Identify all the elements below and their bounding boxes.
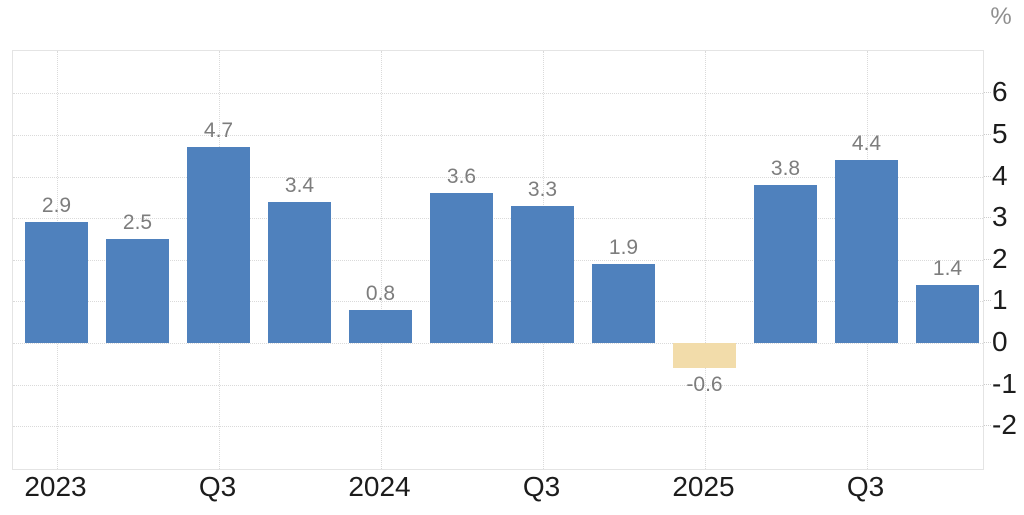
horizontal-gridline — [13, 93, 983, 95]
horizontal-gridline — [13, 343, 983, 344]
bar-2024-Q4[interactable] — [592, 263, 655, 343]
bar-2025-Q2[interactable] — [754, 184, 817, 343]
y-axis-tick-label: 5 — [992, 118, 1008, 149]
bar-value-label: 3.4 — [284, 173, 315, 197]
y-axis-tick-label: 2 — [992, 242, 1008, 274]
horizontal-gridline — [13, 301, 983, 303]
bar-value-label: 1.4 — [932, 256, 963, 280]
x-axis-tick-label: 2024 — [348, 471, 411, 502]
y-axis-tick — [984, 92, 991, 94]
x-axis-tick-label: Q3 — [522, 471, 561, 502]
bar-2023-Q3[interactable] — [187, 147, 250, 343]
y-axis-tick — [984, 217, 991, 219]
bar-value-label: 1.9 — [608, 235, 639, 259]
y-axis-tick — [984, 383, 991, 385]
bar-value-label: 0.8 — [365, 281, 396, 305]
bar-2024-Q3[interactable] — [511, 205, 574, 343]
bar-2024-Q1[interactable] — [349, 309, 412, 343]
bar-value-label: 3.8 — [770, 156, 801, 180]
x-axis-tick-label: Q3 — [198, 471, 237, 502]
bar-value-label: 2.9 — [41, 194, 72, 218]
bar-value-label: 3.6 — [446, 165, 477, 189]
y-axis-tick-label: -2 — [992, 409, 1017, 441]
y-axis-tick — [984, 258, 991, 260]
horizontal-gridline — [13, 218, 983, 220]
bar-value-label: 4.7 — [203, 119, 234, 143]
y-axis-tick-label: 1 — [992, 284, 1008, 316]
plot-area: 2.9 2.5 4.7 3.4 0.8 3.6 3.3 1.9 -0.6 3.8 4.4 1.4 — [12, 50, 984, 470]
bar-2023-Q2[interactable] — [106, 239, 169, 343]
bar-value-label: 4.4 — [851, 131, 882, 155]
y-axis-tick — [984, 425, 991, 427]
x-axis-tick-label: Q3 — [846, 471, 885, 502]
bar-2023-Q1[interactable] — [25, 222, 88, 343]
y-axis-tick-label: 6 — [992, 76, 1008, 108]
horizontal-gridline — [13, 426, 983, 428]
bar-2024-Q2[interactable] — [430, 193, 493, 343]
y-axis-tick-label: 3 — [992, 201, 1008, 233]
x-axis-tick-label: 2023 — [24, 471, 87, 502]
y-axis-tick-label: 0 — [992, 326, 1008, 357]
horizontal-gridline — [13, 135, 983, 136]
y-axis-tick — [984, 134, 991, 135]
vertical-gridline — [704, 51, 706, 469]
y-axis-tick-label: -1 — [992, 367, 1017, 399]
bar-2025-Q4[interactable] — [916, 284, 979, 343]
bar-value-label: 3.3 — [527, 177, 558, 201]
y-axis-tick — [984, 175, 991, 177]
bar-2025-Q1[interactable] — [673, 343, 736, 368]
y-axis-tick-label: 4 — [992, 159, 1008, 191]
y-axis-tick — [984, 342, 991, 343]
horizontal-gridline — [13, 259, 983, 261]
horizontal-gridline — [13, 176, 983, 178]
bar-2023-Q4[interactable] — [268, 201, 331, 343]
horizontal-gridline — [13, 384, 983, 386]
x-axis-tick-label: 2025 — [672, 471, 735, 502]
bar-2025-Q3[interactable] — [835, 159, 898, 343]
y-axis-unit-label: % — [990, 3, 1012, 30]
bar-value-label: 2.5 — [122, 211, 153, 234]
y-axis-tick — [984, 300, 991, 302]
vertical-gridline — [380, 51, 382, 469]
bar-value-label: -0.6 — [686, 372, 723, 396]
